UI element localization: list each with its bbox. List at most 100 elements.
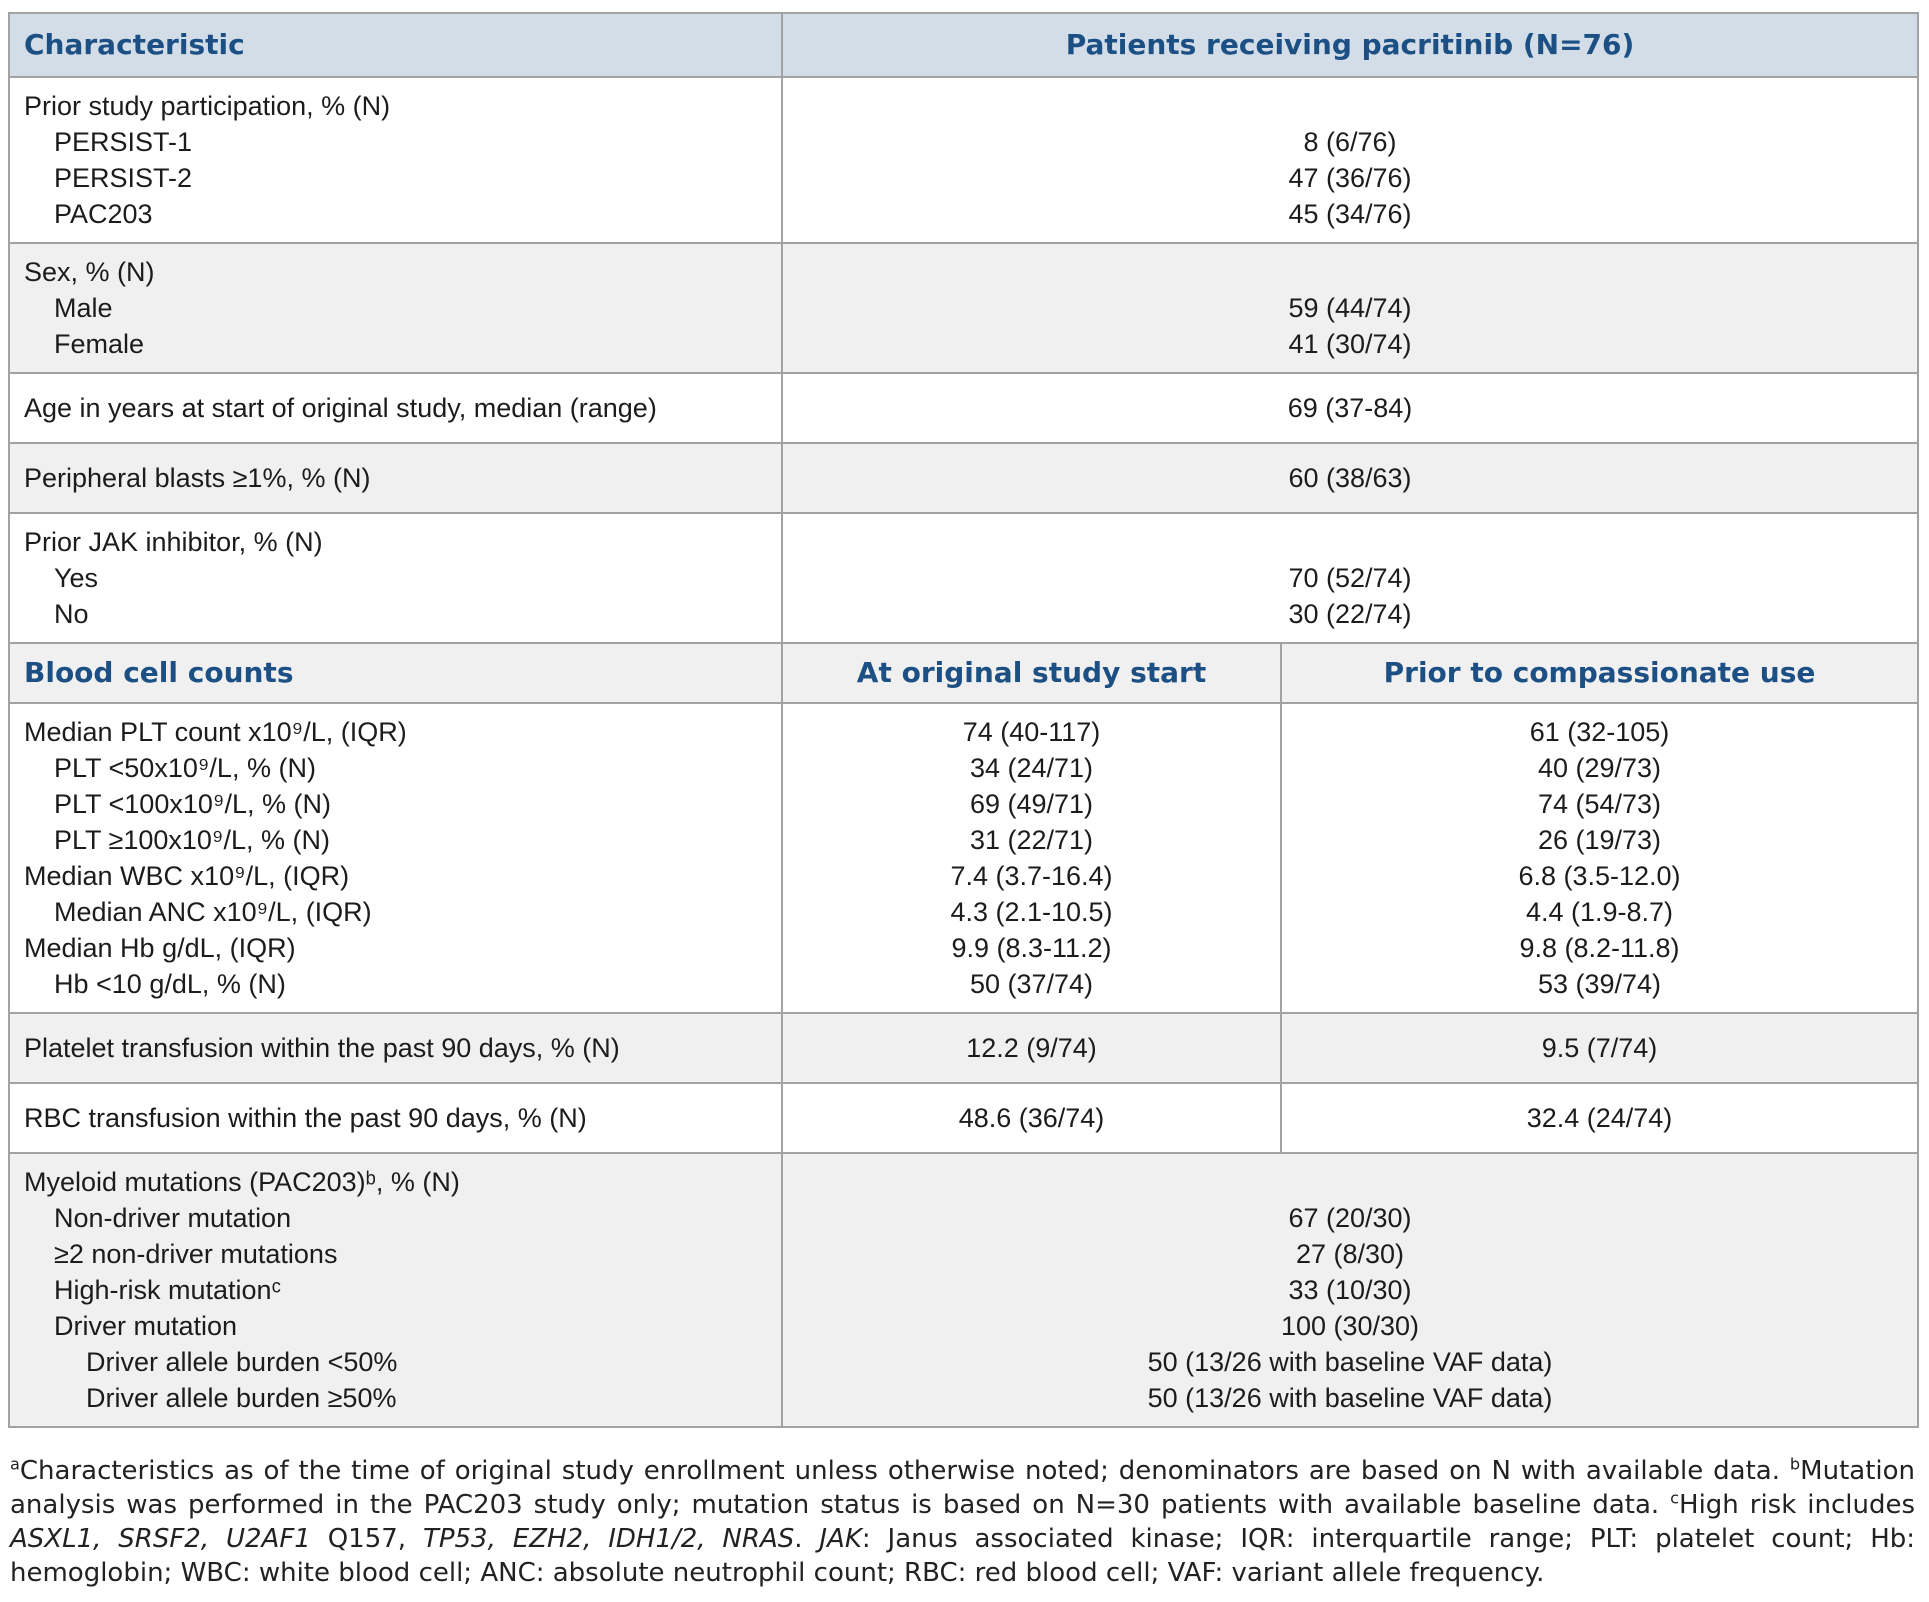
- value: 12.2 (9/74): [966, 1033, 1097, 1063]
- label-cell: Age in years at start of original study,…: [8, 372, 783, 444]
- row-sub-label: Female: [54, 329, 145, 359]
- value: 9.9 (8.3-11.2): [951, 933, 1112, 963]
- row-sub-label: Non-driver mutation: [54, 1203, 292, 1233]
- value: 100 (30/30): [1280, 1311, 1420, 1341]
- value: 32.4 (24/74): [1526, 1103, 1673, 1133]
- table-row-blasts: Peripheral blasts ≥1%, % (N) 60 (38/63): [8, 442, 1920, 514]
- row-label: Prior JAK inhibitor, % (N): [24, 527, 323, 557]
- header-cell-characteristic: Characteristic: [8, 12, 783, 78]
- value: 45 (34/76): [1288, 199, 1412, 229]
- value: 31 (22/71): [969, 825, 1094, 855]
- value: 27 (8/30): [1295, 1239, 1405, 1269]
- row-sub-label: High-risk mutationᶜ: [54, 1275, 282, 1305]
- spacer-line: [797, 88, 1903, 124]
- value: 7.4 (3.7-16.4): [950, 861, 1113, 891]
- label-cell: Median PLT count x10⁹/L, (IQR) PLT <50x1…: [8, 702, 783, 1014]
- row-label: Prior study participation, % (N): [24, 91, 391, 121]
- table-row-blood-counts: Median PLT count x10⁹/L, (IQR) PLT <50x1…: [8, 702, 1920, 1014]
- header-cell-patients: Patients receiving pacritinib (N=76): [780, 12, 1920, 78]
- value: 8 (6/76): [1303, 127, 1397, 157]
- row-sub-label: Driver mutation: [54, 1311, 238, 1341]
- row-label: Platelet transfusion within the past 90 …: [24, 1033, 620, 1063]
- value: 50 (13/26 with baseline VAF data): [1147, 1347, 1553, 1377]
- value-cell: 70 (52/74) 30 (22/74): [780, 512, 1920, 644]
- value: 6.8 (3.5-12.0): [1518, 861, 1681, 891]
- value: 4.3 (2.1-10.5): [950, 897, 1113, 927]
- value: 9.5 (7/74): [1541, 1033, 1658, 1063]
- row-sub-label: Hb <10 g/dL, % (N): [54, 969, 286, 999]
- row-sub-label: ≥2 non-driver mutations: [54, 1239, 338, 1269]
- value-cell-compassionate-use: 32.4 (24/74): [1279, 1082, 1920, 1154]
- table-row-sex: Sex, % (N) Male Female 59 (44/74) 41 (30…: [8, 242, 1920, 374]
- row-sub-label: Driver allele burden <50%: [86, 1347, 398, 1377]
- row-sub-label: No: [54, 599, 89, 629]
- value: 40 (29/73): [1537, 753, 1662, 783]
- value: 67 (20/30): [1288, 1203, 1412, 1233]
- row-label: Age in years at start of original study,…: [24, 393, 657, 423]
- row-sub-label: PLT <50x10⁹/L, % (N): [54, 753, 316, 783]
- value: 61 (32-105): [1529, 717, 1670, 747]
- value-cell: 60 (38/63): [780, 442, 1920, 514]
- table-row-prior-study: Prior study participation, % (N) PERSIST…: [8, 76, 1920, 244]
- row-label: Sex, % (N): [24, 257, 155, 287]
- table-row-jak: Prior JAK inhibitor, % (N) Yes No 70 (52…: [8, 512, 1920, 644]
- row-label: RBC transfusion within the past 90 days,…: [24, 1103, 587, 1133]
- label-cell: Prior study participation, % (N) PERSIST…: [8, 76, 783, 244]
- spacer-line: [797, 254, 1903, 290]
- value: 4.4 (1.9-8.7): [1525, 897, 1674, 927]
- table-subheader-row: Blood cell counts At original study star…: [8, 642, 1920, 704]
- row-sub-label: Male: [54, 293, 113, 323]
- row-sub-label: PLT ≥100x10⁹/L, % (N): [54, 825, 330, 855]
- label-cell: Platelet transfusion within the past 90 …: [8, 1012, 783, 1084]
- value: 34 (24/71): [969, 753, 1094, 783]
- value-cell-compassionate-use: 9.5 (7/74): [1279, 1012, 1920, 1084]
- value: 74 (40-117): [962, 717, 1101, 747]
- value-cell: 59 (44/74) 41 (30/74): [780, 242, 1920, 374]
- value: 9.8 (8.2-11.8): [1519, 933, 1680, 963]
- row-sub-label: PAC203: [54, 199, 153, 229]
- value: 74 (54/73): [1537, 789, 1662, 819]
- row-sub-label: Yes: [54, 563, 99, 593]
- row-label: Median WBC x10⁹/L, (IQR): [24, 861, 350, 891]
- value: 69 (49/71): [969, 789, 1094, 819]
- label-cell: Prior JAK inhibitor, % (N) Yes No: [8, 512, 783, 644]
- value: 69 (37-84): [1287, 393, 1413, 423]
- table-row-rbc-transfusion: RBC transfusion within the past 90 days,…: [8, 1082, 1920, 1154]
- table-header-row: Characteristic Patients receiving pacrit…: [8, 12, 1920, 78]
- row-sub-label: PLT <100x10⁹/L, % (N): [54, 789, 331, 819]
- label-cell: Myeloid mutations (PAC203)ᵇ, % (N) Non-d…: [8, 1152, 783, 1428]
- value: 50 (13/26 with baseline VAF data): [1147, 1383, 1553, 1413]
- value-cell: 67 (20/30) 27 (8/30) 33 (10/30) 100 (30/…: [780, 1152, 1920, 1428]
- table-row-age: Age in years at start of original study,…: [8, 372, 1920, 444]
- row-sub-label: PERSIST-2: [54, 163, 193, 193]
- spacer-line: [797, 524, 1903, 560]
- table-row-myeloid-mutations: Myeloid mutations (PAC203)ᵇ, % (N) Non-d…: [8, 1152, 1920, 1428]
- subheader-cell-prior: Prior to compassionate use: [1279, 642, 1920, 704]
- table-footnote: aCharacteristics as of the time of origi…: [10, 1454, 1916, 1588]
- row-label: Peripheral blasts ≥1%, % (N): [24, 463, 371, 493]
- row-label: Myeloid mutations (PAC203)ᵇ, % (N): [24, 1167, 460, 1197]
- value: 33 (10/30): [1288, 1275, 1412, 1305]
- value: 30 (22/74): [1288, 599, 1412, 629]
- subheader-cell-blood: Blood cell counts: [8, 642, 783, 704]
- row-sub-label: Driver allele burden ≥50%: [86, 1383, 397, 1413]
- value-cell-study-start: 12.2 (9/74): [781, 1012, 1282, 1084]
- table-row-platelet-transfusion: Platelet transfusion within the past 90 …: [8, 1012, 1920, 1084]
- value-cell: 69 (37-84): [780, 372, 1920, 444]
- value: 26 (19/73): [1537, 825, 1662, 855]
- label-cell: RBC transfusion within the past 90 days,…: [8, 1082, 783, 1154]
- value-cell-compassionate-use: 61 (32-105) 40 (29/73) 74 (54/73) 26 (19…: [1279, 702, 1920, 1014]
- label-cell: Peripheral blasts ≥1%, % (N): [8, 442, 783, 514]
- characteristics-table: Characteristic Patients receiving pacrit…: [8, 12, 1920, 1428]
- value-cell-study-start: 74 (40-117) 34 (24/71) 69 (49/71) 31 (22…: [781, 702, 1282, 1014]
- value: 59 (44/74): [1288, 293, 1412, 323]
- value: 60 (38/63): [1288, 463, 1412, 493]
- value-cell: 8 (6/76) 47 (36/76) 45 (34/76): [780, 76, 1920, 244]
- value: 41 (30/74): [1288, 329, 1412, 359]
- row-label: Median PLT count x10⁹/L, (IQR): [24, 717, 407, 747]
- row-sub-label: PERSIST-1: [54, 127, 193, 157]
- value-cell-study-start: 48.6 (36/74): [781, 1082, 1282, 1154]
- subheader-cell-start: At original study start: [781, 642, 1282, 704]
- value: 70 (52/74): [1288, 563, 1412, 593]
